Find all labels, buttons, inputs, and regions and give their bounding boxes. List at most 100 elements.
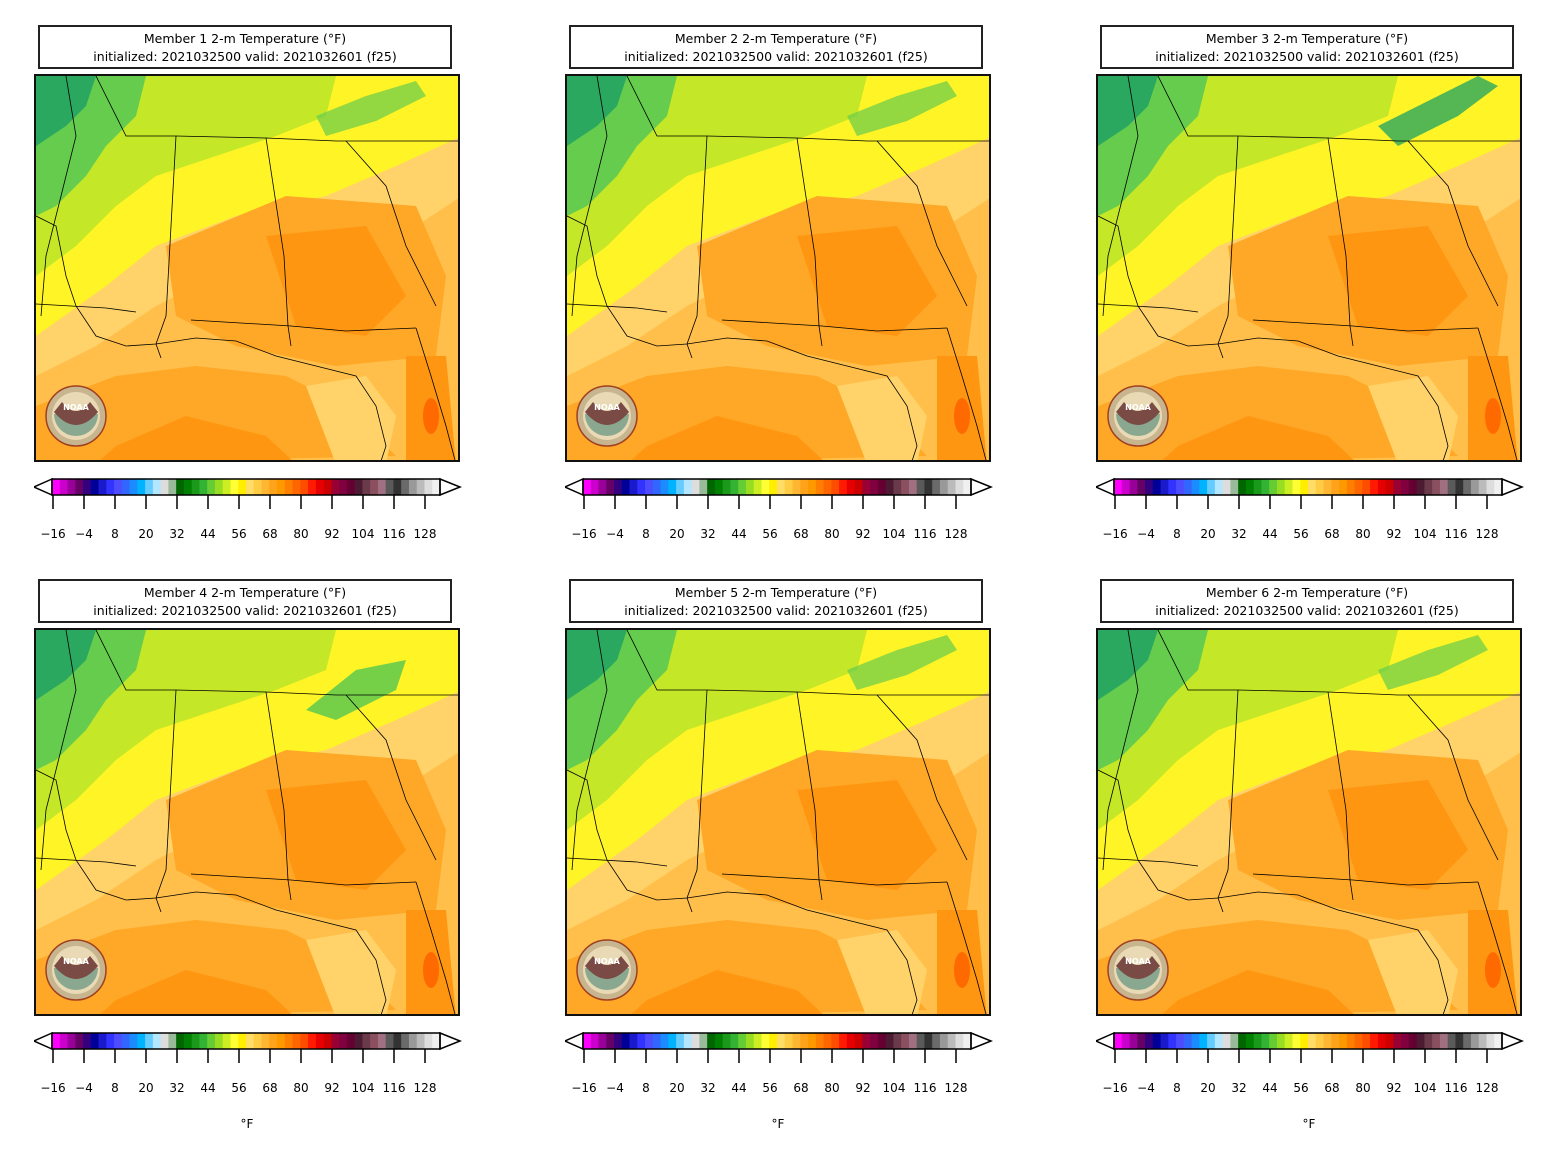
member-panel: Member 2 2-m Temperature (°F) initialize…: [563, 25, 1005, 565]
colorbar: [563, 477, 1005, 531]
svg-text:NOAA: NOAA: [63, 403, 89, 412]
colorbar-tick-label: 44: [1262, 1081, 1278, 1095]
colorbar-tick-labels: −16 −4 8 20 32 44 56 68 80 92 104 116 128: [1096, 1081, 1536, 1097]
colorbar-tick-label: 80: [293, 527, 309, 541]
colorbar-tick-label: 32: [169, 527, 185, 541]
colorbar-tick-label: −4: [1137, 527, 1155, 541]
temperature-map: NOAA: [565, 74, 991, 462]
colorbar-tick-label: 68: [262, 1081, 278, 1095]
colorbar-tick-label: 80: [1355, 527, 1371, 541]
member-panel: Member 1 2-m Temperature (°F) initialize…: [32, 25, 474, 565]
panel-title: Member 1 2-m Temperature (°F): [143, 31, 347, 46]
colorbar-tick-labels: −16 −4 8 20 32 44 56 68 80 92 104 116 128: [1096, 527, 1536, 543]
colorbar-tick-label: −4: [75, 527, 93, 541]
colorbar-tick-label: 92: [324, 527, 340, 541]
panel-title-box: Member 3 2-m Temperature (°F) initialize…: [1100, 25, 1514, 69]
colorbar-tick-label: −4: [606, 1081, 624, 1095]
temperature-map: NOAA: [34, 628, 460, 1016]
colorbar-tick-labels: −16 −4 8 20 32 44 56 68 80 92 104 116 128: [34, 1081, 474, 1097]
temperature-map: NOAA: [565, 628, 991, 1016]
colorbar-tick-label: 116: [382, 527, 406, 541]
colorbar-tick-label: 80: [824, 1081, 840, 1095]
panel-title-box: Member 2 2-m Temperature (°F) initialize…: [569, 25, 983, 69]
panel-title: Member 6 2-m Temperature (°F): [1205, 585, 1409, 600]
colorbar-tick-label: 20: [138, 527, 154, 541]
svg-text:NOAA: NOAA: [63, 957, 89, 966]
colorbar-tick-label: 92: [324, 1081, 340, 1095]
panel-title-box: Member 4 2-m Temperature (°F) initialize…: [38, 579, 452, 623]
colorbar-tick-label: −4: [606, 527, 624, 541]
colorbar-tick-label: 56: [1293, 527, 1309, 541]
panel-title: Member 4 2-m Temperature (°F): [143, 585, 347, 600]
colorbar-tick-label: 128: [413, 527, 437, 541]
colorbar-tick-label: 92: [855, 527, 871, 541]
colorbar: [32, 477, 474, 531]
colorbar-tick-label: 20: [1200, 1081, 1216, 1095]
member-panel: Member 4 2-m Temperature (°F) initialize…: [32, 579, 474, 1131]
colorbar-tick-label: −4: [1137, 1081, 1155, 1095]
colorbar-tick-label: 44: [200, 527, 216, 541]
colorbar-tick-label: −16: [40, 527, 66, 541]
member-panel: Member 5 2-m Temperature (°F) initialize…: [563, 579, 1005, 1131]
colorbar-unit-label: °F: [240, 1117, 254, 1131]
colorbar-tick-label: 68: [793, 527, 809, 541]
colorbar-tick-label: 20: [138, 1081, 154, 1095]
panel-title: Member 5 2-m Temperature (°F): [674, 585, 878, 600]
colorbar-tick-label: 128: [944, 1081, 968, 1095]
colorbar-tick-label: 20: [669, 1081, 685, 1095]
colorbar-tick-label: 92: [1386, 1081, 1402, 1095]
colorbar-tick-label: 104: [351, 1081, 375, 1095]
colorbar-tick-label: −4: [75, 1081, 93, 1095]
colorbar-tick-label: 104: [882, 1081, 906, 1095]
colorbar-tick-label: 92: [1386, 527, 1402, 541]
colorbar-tick-label: 44: [200, 1081, 216, 1095]
colorbar-tick-label: −16: [1102, 1081, 1128, 1095]
temperature-map: NOAA: [34, 74, 460, 462]
svg-text:NOAA: NOAA: [594, 403, 620, 412]
colorbar-tick-label: 128: [413, 1081, 437, 1095]
colorbar-tick-label: 8: [642, 527, 650, 541]
panel-title-box: Member 5 2-m Temperature (°F) initialize…: [569, 579, 983, 623]
panel-title: Member 2 2-m Temperature (°F): [674, 31, 878, 46]
colorbar: [1094, 477, 1536, 531]
colorbar-tick-label: 8: [1173, 1081, 1181, 1095]
panel-subtitle: initialized: 2021032500 valid: 202103260…: [93, 49, 397, 64]
colorbar-tick-label: −16: [1102, 527, 1128, 541]
colorbar-tick-labels: −16 −4 8 20 32 44 56 68 80 92 104 116 128: [565, 1081, 1005, 1097]
colorbar-tick-label: 56: [231, 1081, 247, 1095]
colorbar-tick-label: 104: [882, 527, 906, 541]
colorbar-tick-label: 68: [1324, 527, 1340, 541]
colorbar-unit-label: °F: [771, 1117, 785, 1131]
colorbar-tick-label: 116: [1444, 1081, 1468, 1095]
colorbar-tick-label: −16: [571, 1081, 597, 1095]
colorbar-tick-label: 116: [382, 1081, 406, 1095]
panel-title-box: Member 6 2-m Temperature (°F) initialize…: [1100, 579, 1514, 623]
colorbar-tick-label: 8: [642, 1081, 650, 1095]
colorbar-tick-label: 8: [111, 527, 119, 541]
colorbar-tick-label: 80: [293, 1081, 309, 1095]
colorbar-tick-label: 68: [262, 527, 278, 541]
member-panel: Member 3 2-m Temperature (°F) initialize…: [1094, 25, 1536, 565]
colorbar-tick-label: 116: [913, 527, 937, 541]
colorbar-tick-label: −16: [571, 527, 597, 541]
panel-subtitle: initialized: 2021032500 valid: 202103260…: [1155, 603, 1459, 618]
colorbar: [32, 1031, 474, 1085]
colorbar: [1094, 1031, 1536, 1085]
colorbar-tick-label: 92: [855, 1081, 871, 1095]
svg-text:NOAA: NOAA: [594, 957, 620, 966]
colorbar-tick-label: 80: [1355, 1081, 1371, 1095]
colorbar: [563, 1031, 1005, 1085]
colorbar-tick-label: 116: [913, 1081, 937, 1095]
panel-subtitle: initialized: 2021032500 valid: 202103260…: [93, 603, 397, 618]
colorbar-tick-label: 56: [762, 527, 778, 541]
svg-text:NOAA: NOAA: [1125, 957, 1151, 966]
colorbar-tick-label: 104: [1413, 527, 1437, 541]
colorbar-tick-label: 128: [1475, 527, 1499, 541]
colorbar-tick-labels: −16 −4 8 20 32 44 56 68 80 92 104 116 128: [565, 527, 1005, 543]
colorbar-tick-label: 8: [1173, 527, 1181, 541]
colorbar-tick-label: 32: [700, 1081, 716, 1095]
panel-title-box: Member 1 2-m Temperature (°F) initialize…: [38, 25, 452, 69]
panel-subtitle: initialized: 2021032500 valid: 202103260…: [624, 49, 928, 64]
colorbar-tick-label: 68: [1324, 1081, 1340, 1095]
panel-title: Member 3 2-m Temperature (°F): [1205, 31, 1409, 46]
